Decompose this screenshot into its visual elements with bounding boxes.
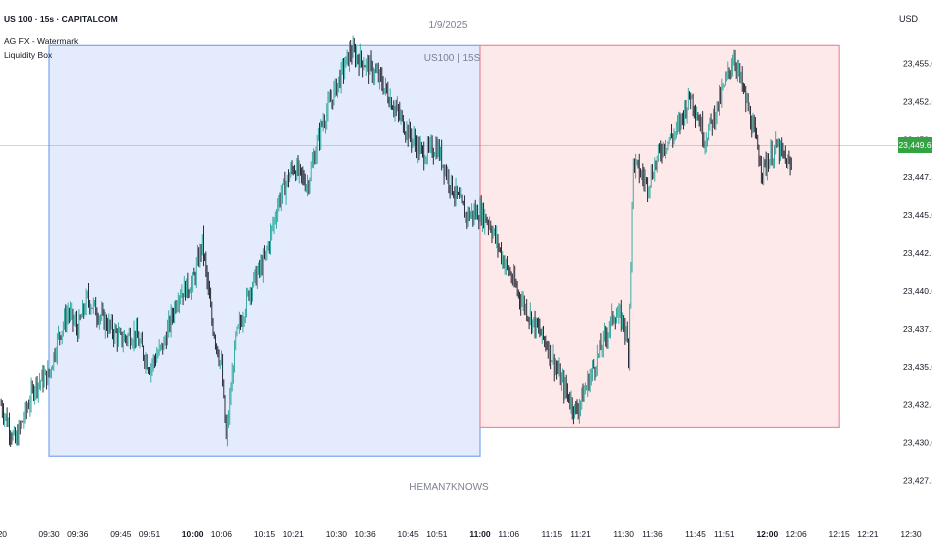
time-tick-label: 09:36 [67, 529, 89, 539]
symbol-legend[interactable]: US 100 · 15s · CAPITALCOM [4, 14, 118, 24]
price-tick-label: 23,430.0 [903, 438, 932, 448]
price-tick-label: 23,452.5 [903, 96, 932, 106]
watermark-author: HEMAN7KNOWS [409, 482, 489, 493]
time-tick-label: 09:45 [110, 529, 132, 539]
liquidity-box-2 [479, 44, 840, 429]
price-tick-label: 23,432.5 [903, 400, 932, 410]
time-tick-label: 12:15 [829, 529, 851, 539]
time-tick-label: 10:36 [354, 529, 376, 539]
time-tick-label: 11:36 [642, 529, 663, 539]
time-tick-label: 10:00 [182, 529, 204, 539]
price-tick-label: 23,445.0 [903, 210, 932, 220]
price-axis[interactable]: 23,455.023,452.523,450.023,447.523,445.0… [903, 59, 932, 486]
price-tick-label: 23,437.5 [903, 324, 932, 334]
time-tick-label: 10:45 [398, 529, 420, 539]
last-price-tag: 23,449.6 [898, 137, 932, 154]
time-tick-label: 11:45 [685, 529, 706, 539]
time-tick-label: 11:30 [613, 529, 634, 539]
indicator-legend-watermark[interactable]: AG FX - Watermark [4, 36, 79, 46]
currency-label[interactable]: USD [898, 14, 918, 24]
time-axis[interactable]: :20 09:30 09:36 09:45 09:51 10:00 10:06 10:15 10… [0, 529, 932, 539]
time-tick-label: :20 [0, 529, 7, 539]
time-tick-label: 12:21 [857, 529, 879, 539]
price-tick-label: 23,440.0 [903, 286, 932, 296]
time-tick-label: 11:00 [469, 529, 491, 539]
time-tick-label: 12:00 [756, 529, 778, 539]
time-tick-label: 11:21 [570, 529, 591, 539]
time-tick-label: 10:21 [283, 529, 305, 539]
time-tick-label: 12:30 [900, 529, 922, 539]
candles [0, 35, 792, 447]
time-tick-label: 12:06 [785, 529, 807, 539]
time-tick-label: 09:30 [38, 529, 60, 539]
indicator-legend-liquidity-box[interactable]: Liquidity Box [4, 50, 53, 60]
price-tick-label: 23,442.5 [903, 248, 932, 258]
price-tick-label: 23,427.5 [903, 476, 932, 486]
price-tick-label: 23,435.0 [903, 362, 932, 372]
watermark-symbol: US100 | 15S [423, 53, 481, 64]
watermark-date: 1/9/2025 [428, 20, 468, 31]
liquidity-boxes [48, 44, 840, 457]
time-tick-label: 10:51 [426, 529, 448, 539]
time-tick-label: 11:51 [714, 529, 735, 539]
time-tick-label: 09:51 [139, 529, 161, 539]
time-tick-label: 10:06 [211, 529, 233, 539]
price-tick-label: 23,447.5 [903, 172, 932, 182]
price-tick-label: 23,455.0 [903, 59, 932, 69]
time-tick-label: 11:15 [542, 529, 563, 539]
time-tick-label: 10:15 [254, 529, 276, 539]
time-tick-label: 11:06 [498, 529, 519, 539]
time-tick-label: 10:30 [326, 529, 348, 539]
